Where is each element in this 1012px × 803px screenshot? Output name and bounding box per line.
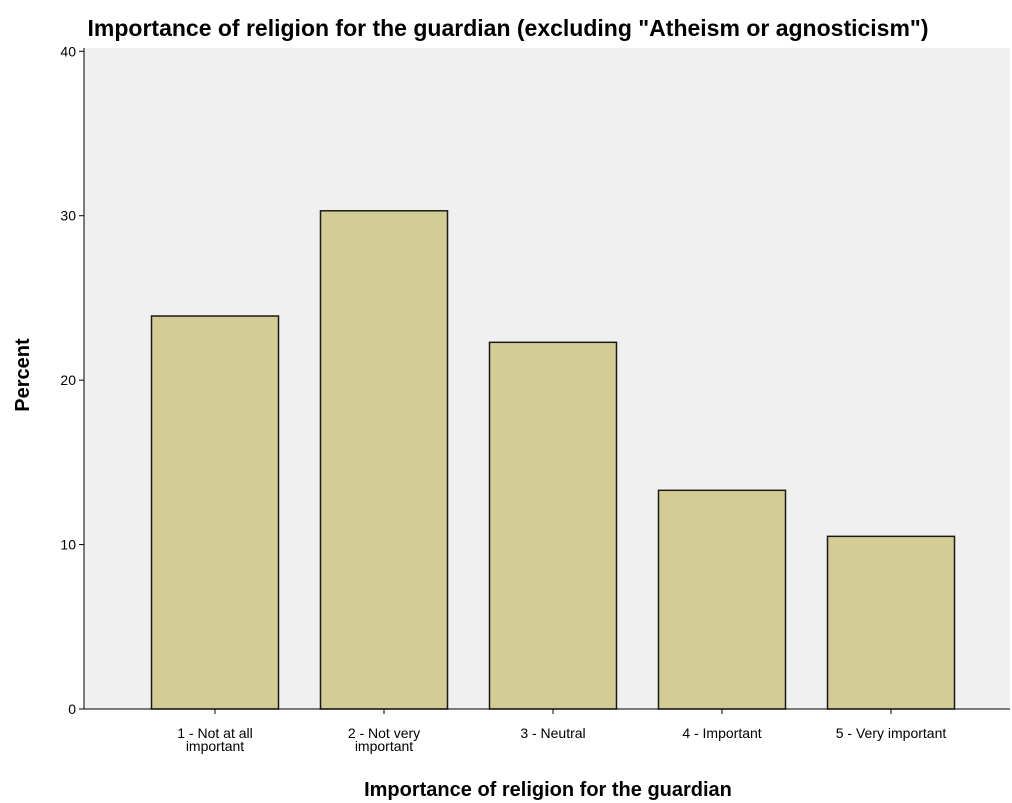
- y-axis: 0 10 20 30 40: [60, 43, 85, 717]
- x-tick-label: 2 - Not very important: [348, 725, 420, 754]
- bar: [488, 341, 618, 710]
- bar: [319, 210, 449, 710]
- x-tick-label-line: 5 - Very important: [836, 725, 947, 741]
- x-tick-label-line: 4 - Important: [682, 725, 761, 741]
- y-tick-label: 0: [68, 701, 76, 717]
- x-tick-label-line: important: [355, 738, 413, 754]
- y-tick-label: 20: [60, 372, 76, 388]
- y-tick-label: 10: [60, 537, 76, 553]
- bar: [657, 489, 787, 710]
- bar: [150, 315, 280, 710]
- x-tick-label-line: 1 - Not at all: [177, 725, 252, 741]
- bar: [826, 535, 956, 710]
- x-tick-label-line: important: [186, 738, 244, 754]
- x-axis-title: Importance of religion for the guardian: [364, 779, 732, 801]
- bars: [150, 210, 956, 710]
- x-tick-label: 1 - Not at all important: [177, 725, 252, 754]
- x-tick-label: 3 - Neutral: [520, 725, 585, 741]
- x-tick-label-line: 3 - Neutral: [520, 725, 585, 741]
- x-tick-label-line: 2 - Not very: [348, 725, 420, 741]
- chart-title: Importance of religion for the guardian …: [88, 15, 929, 41]
- y-tick-label: 30: [60, 208, 76, 224]
- x-tick-label: 4 - Important: [682, 725, 761, 741]
- y-tick-label: 40: [60, 43, 76, 59]
- x-tick-label: 5 - Very important: [836, 725, 947, 741]
- y-axis-title: Percent: [12, 338, 34, 412]
